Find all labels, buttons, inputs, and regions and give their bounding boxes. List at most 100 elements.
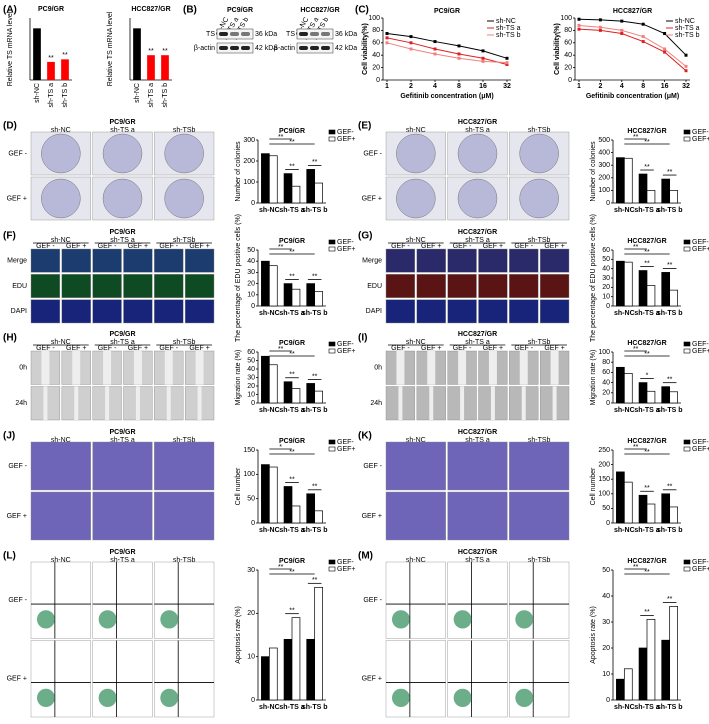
point [505, 63, 509, 66]
micrograph [30, 248, 61, 273]
x-tick-label: sh-TS a [148, 83, 155, 108]
legend-swatch [328, 341, 336, 347]
y-tick-label: 100 [598, 491, 610, 498]
bar [133, 28, 141, 80]
significance: ** [289, 449, 295, 456]
point [385, 41, 389, 45]
panel-label: (I) [358, 333, 367, 344]
column-label: sh-TS a [110, 437, 135, 444]
legend-swatch [328, 348, 336, 354]
panel-label: (F) [3, 231, 16, 242]
bar [291, 505, 301, 524]
subcolumn-label: GEF - [514, 345, 533, 352]
bar [616, 366, 625, 404]
x-tick-label: sh-TS b [657, 527, 683, 534]
bar [306, 283, 316, 307]
x-tick-label: 16 [479, 83, 487, 90]
micrograph [184, 274, 215, 298]
bar [623, 481, 633, 524]
significance: ** [644, 249, 650, 256]
point [433, 52, 437, 56]
y-tick-label: 0 [568, 77, 572, 84]
bar [616, 678, 625, 701]
significance: ** [278, 564, 284, 571]
legend-label: GEF+ [692, 566, 709, 573]
subcolumn-label: GEF - [453, 345, 472, 352]
image-title: PC9/GR [109, 429, 135, 436]
column-label: sh-NC [406, 237, 426, 244]
significance: ** [289, 139, 295, 146]
blot-band [321, 32, 330, 36]
micrograph [539, 248, 570, 273]
column-label: sh-NC [406, 127, 426, 134]
x-tick-label: 2 [409, 83, 413, 90]
panel-label: (M) [358, 551, 373, 562]
panel-label: (E) [358, 121, 371, 132]
y-tick-label: 0 [606, 400, 610, 407]
subcolumn-label: GEF - [98, 345, 117, 352]
column-label: sh-TSb [173, 237, 196, 244]
point [641, 40, 645, 44]
wound-gap [72, 351, 81, 385]
y-axis-label: Relative TS mRNA level [107, 11, 114, 86]
x-axis-label: Gefitinib concentration (μM) [586, 93, 679, 100]
column-label: sh-NC [406, 339, 426, 346]
micrograph [61, 274, 91, 298]
micrograph [509, 299, 539, 324]
point [620, 32, 624, 35]
x-tick-label: 4 [433, 83, 437, 90]
wound-gap [398, 386, 403, 420]
subcolumn-label: GEF + [544, 345, 564, 352]
legend-label: GEF+ [692, 446, 709, 453]
cell-cloud [453, 688, 472, 708]
micrograph [30, 441, 91, 491]
cell-cloud [515, 688, 534, 708]
subcolumn-label: GEF + [421, 345, 441, 352]
bar [314, 291, 323, 307]
wound-gap [41, 351, 50, 385]
x-tick-label: 4 [620, 83, 624, 90]
chart-title: PC9/GR [279, 238, 305, 245]
legend-label: GEF- [337, 129, 354, 136]
micrograph [30, 491, 91, 541]
panel-label: (G) [358, 231, 372, 242]
x-tick-label: sh-TS b [657, 310, 683, 317]
bar [268, 466, 278, 524]
bar [291, 185, 301, 204]
y-tick-label: 80 [602, 359, 610, 366]
y-tick-label: 150 [243, 447, 255, 454]
line [578, 18, 687, 56]
wound-gap [166, 386, 171, 420]
dish [396, 133, 436, 174]
legend-label: sh-TS b [675, 32, 700, 39]
point [598, 28, 602, 32]
bar [268, 647, 278, 701]
row-label: GEF - [363, 463, 382, 470]
y-tick-label: 0 [606, 697, 610, 704]
bar [261, 656, 270, 701]
micrograph [123, 274, 153, 298]
y-tick-label: 300 [243, 137, 255, 144]
subcolumn-label: GEF + [544, 243, 564, 250]
legend-swatch [328, 136, 336, 142]
column-label: sh-TSb [173, 437, 196, 444]
subcolumn-label: GEF + [189, 243, 209, 250]
x-tick-label: sh-TS b [302, 207, 328, 214]
y-tick-label: 100 [598, 187, 610, 194]
blot-band [310, 46, 319, 50]
subcolumn-label: GEF - [391, 345, 410, 352]
row-label: GEF - [363, 150, 382, 157]
micrograph [509, 491, 570, 541]
legend-label: GEF- [337, 239, 354, 246]
bar [623, 373, 633, 404]
bar [291, 617, 301, 701]
x-tick-label: sh-TS b [62, 83, 69, 108]
dish [41, 178, 81, 219]
row-label: GEF + [7, 195, 27, 202]
blot-title: PC9/GR [227, 7, 253, 14]
subcolumn-label: GEF - [453, 243, 472, 250]
chart-title: HCC827/GR [613, 8, 652, 15]
x-tick-label: sh-TS b [302, 310, 328, 317]
significance: ** [644, 164, 650, 171]
x-tick-label: sh-TS a [634, 310, 659, 317]
